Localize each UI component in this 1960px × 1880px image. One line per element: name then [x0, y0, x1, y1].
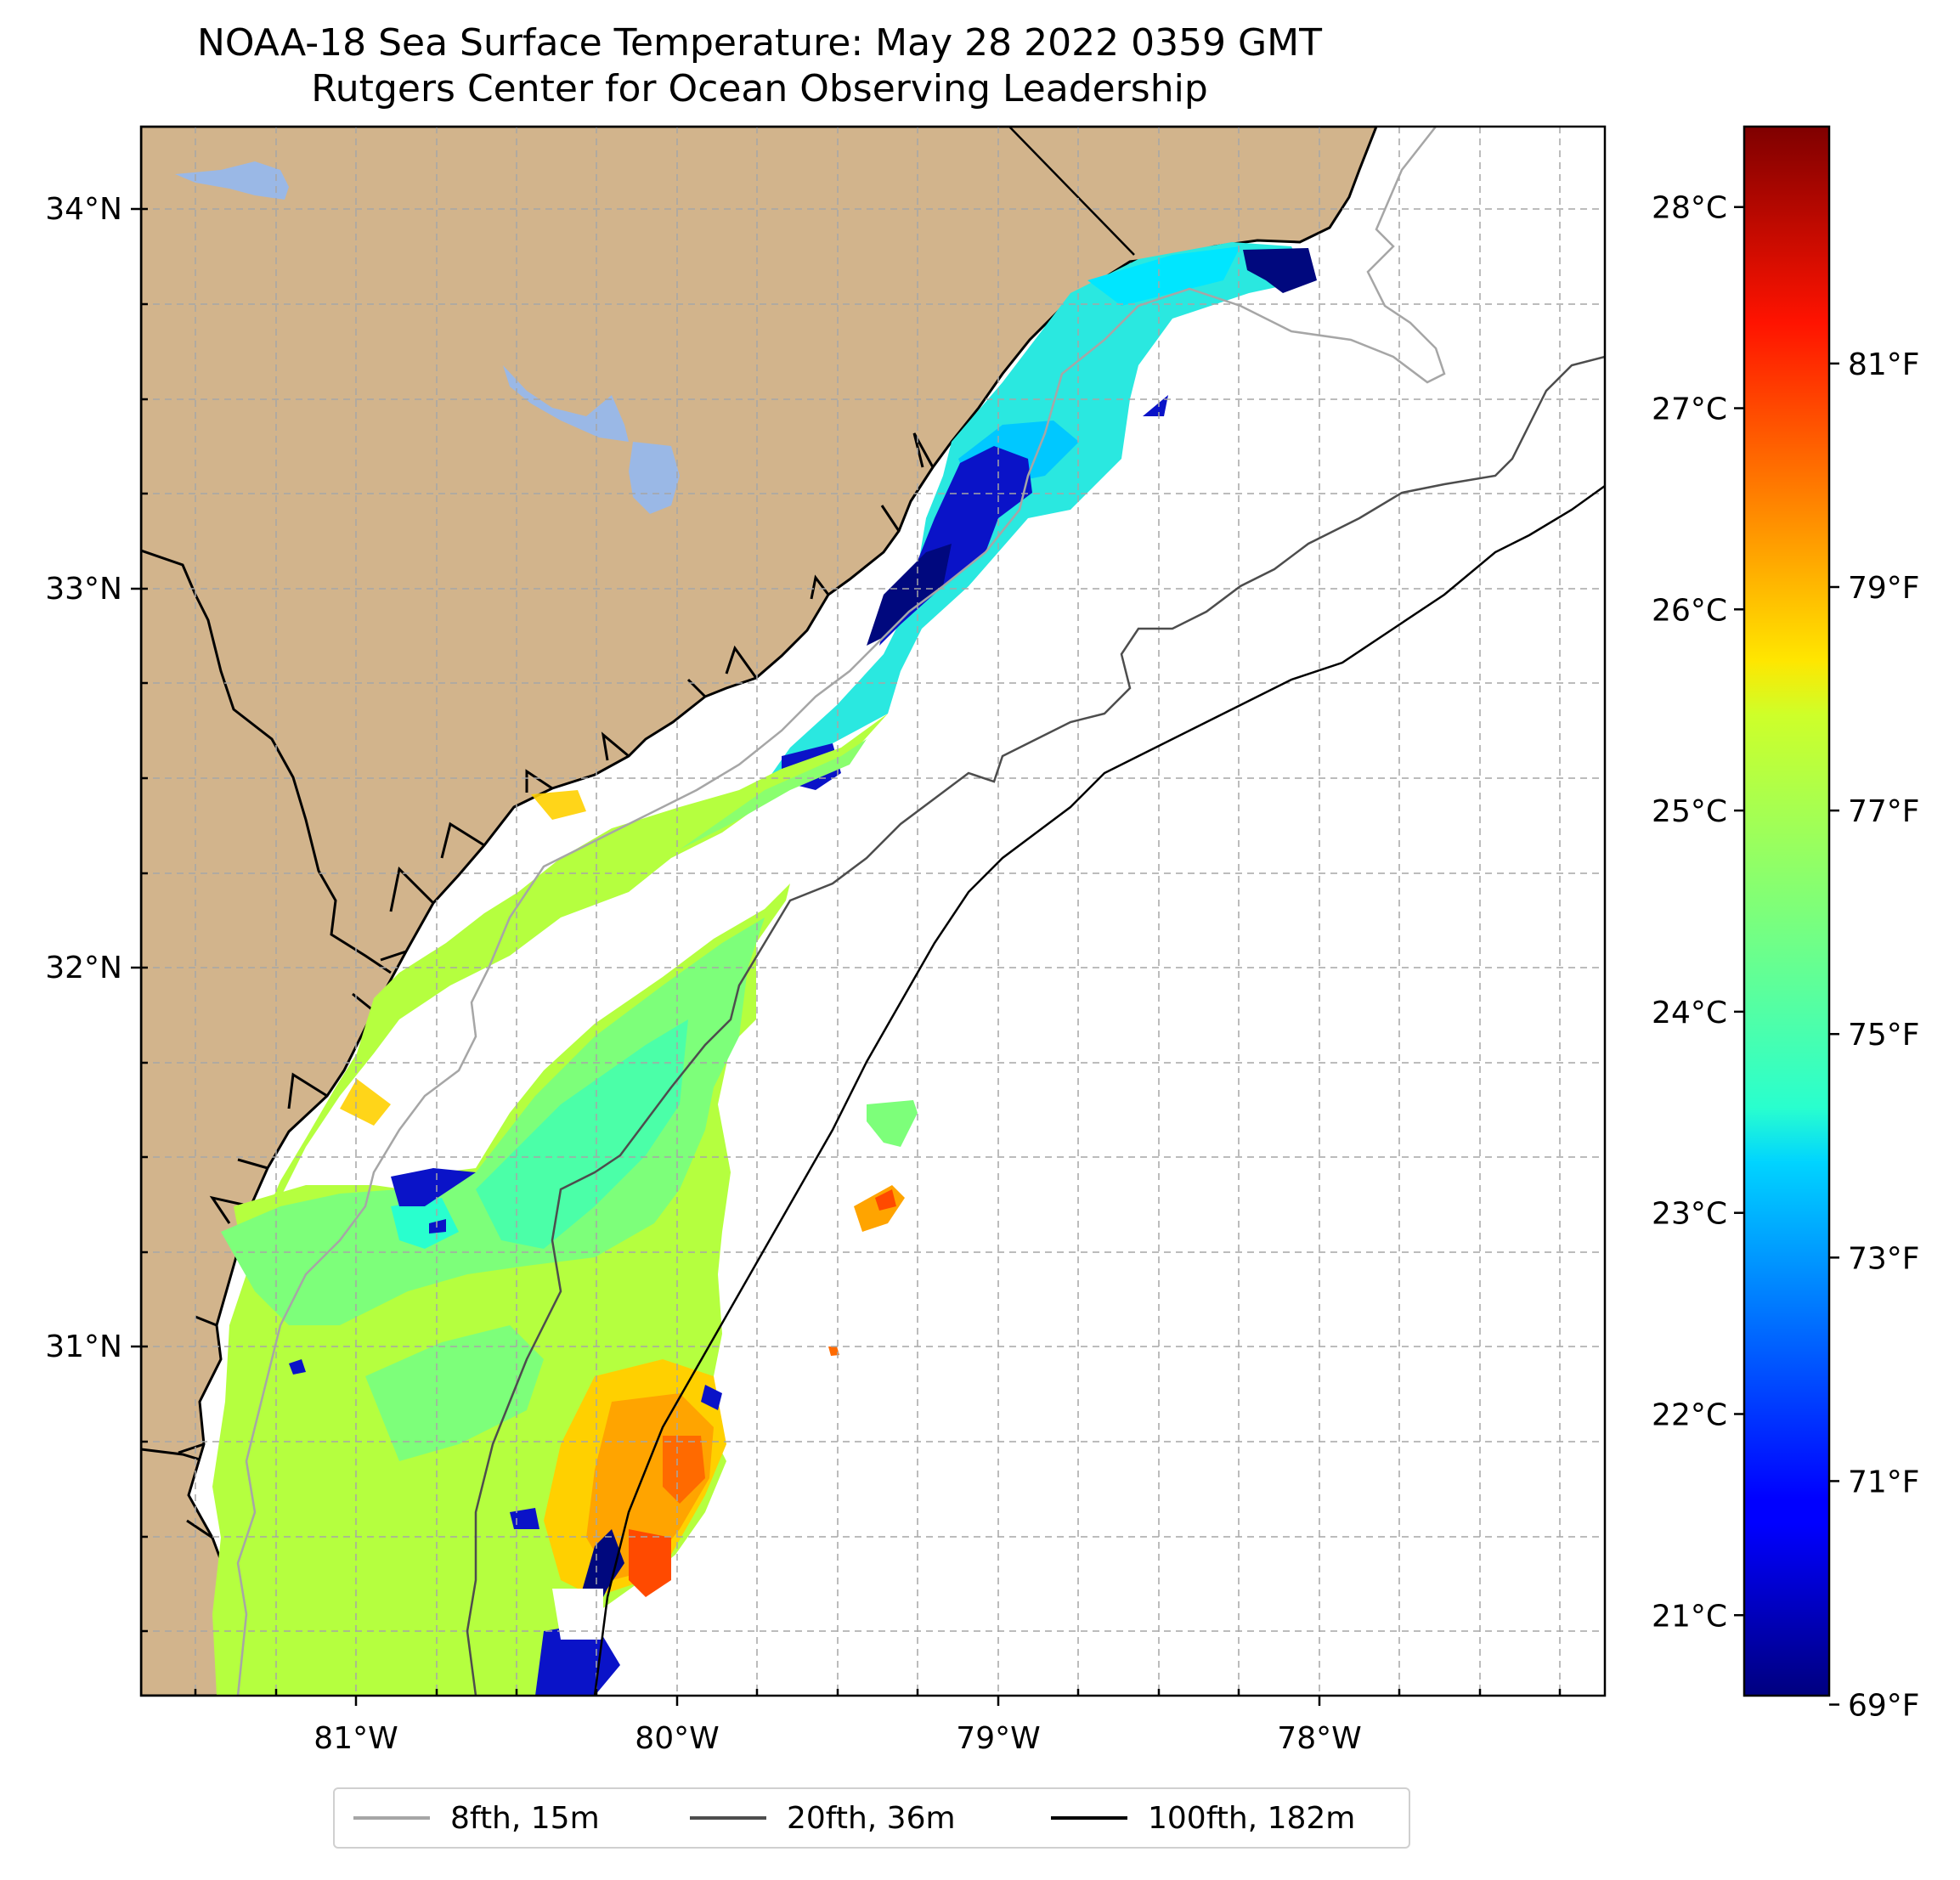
colorbar-fahrenheit-label: 71°F	[1848, 1465, 1920, 1499]
gridlines	[141, 127, 1605, 1696]
lon-tick-label: 79°W	[956, 1721, 1040, 1756]
lake	[503, 365, 629, 442]
legend-swatch	[353, 1816, 430, 1820]
lon-tick-label: 81°W	[313, 1721, 398, 1756]
map-title: NOAA-18 Sea Surface Temperature: May 28 …	[197, 21, 1322, 65]
colorbar-celsius-label: 22°C	[1652, 1397, 1727, 1432]
map-subtitle: Rutgers Center for Ocean Observing Leade…	[311, 67, 1208, 110]
colorbar-celsius-label: 27°C	[1652, 392, 1727, 427]
map-panel	[141, 127, 1605, 1696]
colorbar-fahrenheit-label: 77°F	[1848, 794, 1920, 829]
legend-item-20fth: 20fth, 36m	[690, 1789, 956, 1847]
contour-legend: 8fth, 15m 20fth, 36m 100fth, 182m	[333, 1787, 1410, 1849]
lon-tick-label: 80°W	[635, 1721, 719, 1756]
lat-tick-label: 32°N	[45, 951, 122, 985]
contour-100fth	[593, 484, 1605, 1696]
colorbar	[1743, 125, 1831, 1697]
lake	[629, 442, 680, 514]
contour-20fth	[466, 355, 1605, 1696]
colorbar-fahrenheit-label: 81°F	[1848, 347, 1920, 382]
colorbar-fahrenheit-label: 75°F	[1848, 1018, 1920, 1053]
colorbar-celsius-label: 28°C	[1652, 191, 1727, 226]
legend-item-100fth: 100fth, 182m	[1051, 1789, 1355, 1847]
legend-swatch	[1051, 1816, 1127, 1820]
lat-tick-label: 31°N	[45, 1330, 122, 1364]
lat-tick-label: 33°N	[45, 572, 122, 607]
colorbar-celsius-label: 25°C	[1652, 794, 1727, 829]
legend-label: 20fth, 36m	[787, 1800, 956, 1836]
legend-label: 8fth, 15m	[450, 1800, 600, 1836]
legend-label: 100fth, 182m	[1148, 1800, 1356, 1836]
colorbar-celsius-label: 26°C	[1652, 593, 1727, 628]
legend-item-8fth: 8fth, 15m	[353, 1789, 600, 1847]
colorbar-celsius-label: 23°C	[1652, 1197, 1727, 1232]
lon-tick-label: 78°W	[1277, 1721, 1361, 1756]
colorbar-celsius-label: 24°C	[1652, 996, 1727, 1030]
colorbar-fahrenheit-label: 73°F	[1848, 1241, 1920, 1276]
colorbar-celsius-label: 21°C	[1652, 1599, 1727, 1634]
legend-swatch	[690, 1816, 766, 1820]
lat-tick-label: 34°N	[45, 192, 122, 227]
map-frame	[139, 125, 1607, 1697]
colorbar-fahrenheit-label: 79°F	[1848, 571, 1920, 606]
contour-8fth	[236, 127, 1446, 1696]
colorbar-fahrenheit-label: 69°F	[1848, 1689, 1920, 1724]
land-mass	[141, 127, 1378, 1696]
lake	[175, 161, 289, 200]
